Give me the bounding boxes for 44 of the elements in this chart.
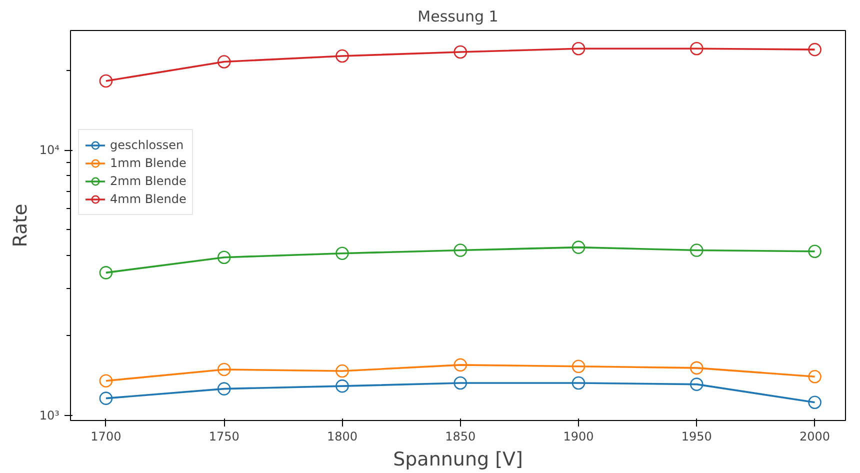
x-tick-label: 1900	[563, 430, 594, 444]
x-tick-label: 1800	[326, 430, 358, 444]
point	[336, 364, 349, 378]
point	[808, 370, 822, 384]
point	[808, 396, 822, 410]
point	[454, 358, 468, 372]
x-tick-label: 1750	[208, 430, 240, 444]
point	[454, 244, 468, 257]
x-tick-label: 1950	[681, 430, 712, 444]
x-tick-label: 1700	[90, 430, 122, 444]
point	[690, 244, 704, 257]
point	[99, 266, 113, 280]
legend-label: 1mm Blende	[110, 155, 186, 172]
x-tick-label: 1850	[445, 430, 476, 444]
y-tick-label: 10⁴	[39, 143, 60, 158]
point	[217, 362, 231, 376]
point	[454, 376, 468, 390]
point	[99, 374, 113, 388]
legend-label: 2mm Blende	[110, 173, 186, 190]
point	[336, 246, 349, 260]
y-tick-label: 10³	[39, 408, 60, 422]
point	[572, 376, 586, 390]
chart-title: Messung 1	[418, 8, 498, 26]
x-axis-title: Spannung [V]	[393, 448, 523, 470]
legend-label: 4mm Blende	[110, 191, 186, 208]
x-tick-label: 2000	[800, 430, 830, 444]
point	[99, 74, 113, 88]
point	[217, 55, 231, 68]
point	[217, 250, 231, 264]
point	[454, 45, 468, 59]
point	[572, 240, 586, 254]
point	[690, 361, 704, 375]
point	[808, 244, 822, 258]
point	[217, 382, 231, 396]
point	[99, 392, 113, 405]
point	[690, 378, 704, 391]
point	[572, 360, 586, 374]
point	[336, 49, 349, 63]
point	[690, 42, 704, 56]
point	[572, 42, 586, 56]
legend-label: geschlossen	[110, 137, 184, 154]
y-axis-title: Rate	[9, 204, 32, 248]
point	[336, 379, 349, 393]
point	[808, 42, 822, 56]
